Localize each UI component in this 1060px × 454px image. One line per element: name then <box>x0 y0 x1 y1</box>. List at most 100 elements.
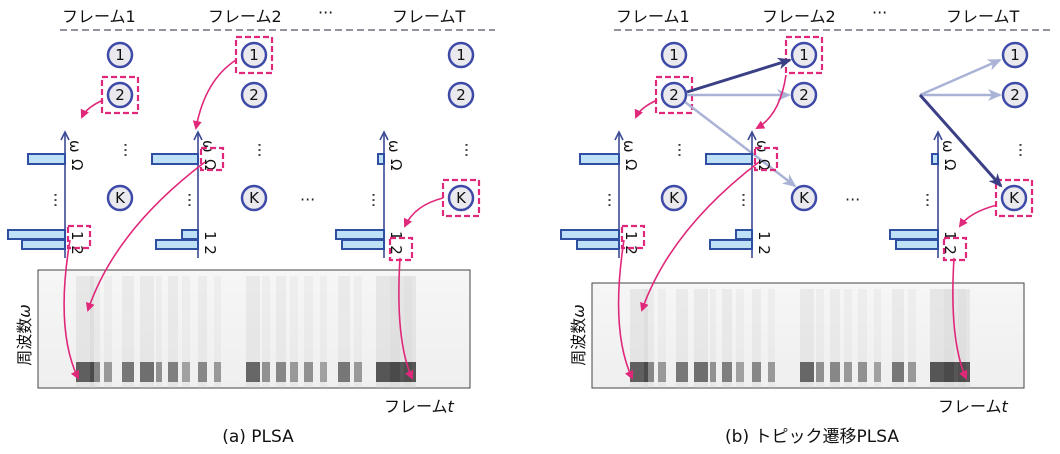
spectrogram-stripe <box>944 289 954 388</box>
node-2-frame1-label: 2 <box>669 86 679 104</box>
hist-bar-2 <box>709 239 753 250</box>
pink-arrow <box>403 197 444 228</box>
hist-bar-1 <box>7 229 66 240</box>
spectrogram-stripe <box>290 276 298 388</box>
omega-axis-label: ω <box>620 140 638 153</box>
spectrogram-stripe <box>830 289 840 388</box>
node-1-frame2-label: 1 <box>249 46 259 64</box>
spectrogram-stripe <box>90 276 100 388</box>
node-2-frameT-label: 2 <box>1010 86 1020 104</box>
spectrogram-stripe <box>140 276 154 388</box>
pink-arrow <box>640 161 760 312</box>
hist-bar-1 <box>335 229 385 240</box>
tick-cap-omega: Ω <box>387 159 405 170</box>
spectrogram-stripe <box>644 289 654 388</box>
spectrogram-energy <box>354 362 362 382</box>
spectrogram-energy <box>644 362 654 382</box>
hist-axis-arrow <box>193 130 203 141</box>
spectrogram-stripe <box>262 276 270 388</box>
node-1-frame2 <box>240 41 268 69</box>
hist-bar-1 <box>560 229 620 240</box>
hist-bar-omega <box>27 153 66 165</box>
hist-axis-arrow <box>379 130 389 141</box>
node-1-frameT <box>1001 41 1029 69</box>
tick-12: 1 2 <box>622 231 640 255</box>
nodes-vdots: ··· <box>457 142 476 157</box>
highlight-box <box>199 146 225 172</box>
spectrogram-xlabel: フレームt <box>938 397 1009 416</box>
nodes-vdots: ··· <box>250 142 269 157</box>
spectrogram-energy <box>304 362 313 382</box>
node-1-frame1 <box>106 41 134 69</box>
frameT-label: フレームT <box>946 7 1020 26</box>
transition-arrow-strong <box>918 94 1003 188</box>
caption-a: (a) PLSA <box>222 427 294 447</box>
frame1-label: フレーム1 <box>616 7 690 26</box>
spectrogram-energy <box>122 362 134 382</box>
frame1-label: フレーム1 <box>62 7 136 26</box>
spectrogram-stripe <box>320 276 327 388</box>
hist-bar-2 <box>341 239 385 250</box>
node-K-frame2-label: K <box>249 189 260 207</box>
node-1-frameT-label: 1 <box>1010 46 1020 64</box>
hist-bar-1 <box>181 229 199 240</box>
node-K-frameT <box>447 184 475 212</box>
histogram-frame1: ω Ω 1 2 ··· <box>7 130 92 258</box>
spectrogram-energy <box>262 362 270 382</box>
node-K-frame1-label: K <box>115 189 126 207</box>
spectrogram-energy <box>694 362 708 382</box>
spectrogram-stripe <box>752 289 761 388</box>
columns-hdots: ··· <box>300 190 315 209</box>
hist-bar-2 <box>21 239 66 250</box>
spectrogram-energy <box>658 362 666 382</box>
frame2-label: フレーム2 <box>762 7 836 26</box>
pink-arrow <box>952 257 968 380</box>
tick-cap-omega: Ω <box>941 159 959 170</box>
node-2-frame2-label: 2 <box>799 86 809 104</box>
node-1-frameT-label: 1 <box>456 46 466 64</box>
hist-bar-omega <box>931 153 939 165</box>
hist-vdots: ··· <box>918 192 937 207</box>
spectrogram-energy <box>892 362 904 382</box>
spectrogram-energy <box>338 362 350 382</box>
hist-bar-2 <box>895 239 939 250</box>
highlight-box <box>753 146 779 172</box>
spectrogram-energy <box>844 362 852 382</box>
spectrogram-energy <box>752 362 761 382</box>
spectrogram-energy <box>104 362 112 382</box>
node-K-frame1 <box>660 184 688 212</box>
spectrogram-stripe <box>338 276 350 388</box>
hist-vdots: ··· <box>46 192 65 207</box>
spectrogram-energy <box>800 362 814 382</box>
spectrogram-stripe <box>710 289 716 388</box>
spectrogram-energy <box>320 362 327 382</box>
transition-arrow-light <box>919 58 1002 97</box>
hist-bar-2 <box>576 239 620 250</box>
omega-axis-label: ω <box>199 140 217 153</box>
highlight-box <box>234 35 274 75</box>
node-1-frame1-label: 1 <box>115 46 125 64</box>
spectrogram-stripe <box>276 276 286 388</box>
spectrogram-energy <box>140 362 154 382</box>
hist-bar-1 <box>735 229 753 240</box>
hist-bar-omega <box>377 153 385 165</box>
node-2-frame2 <box>240 81 268 109</box>
highlight-box <box>784 35 824 75</box>
spectrogram-stripe <box>816 289 824 388</box>
spectrogram-stripe <box>122 276 134 388</box>
hist-vdots: ··· <box>364 192 383 207</box>
spectrogram-stripe <box>168 276 178 388</box>
histogram-frame2: ω Ω 1 2 ··· <box>151 130 225 258</box>
spectrogram-energy <box>214 362 221 382</box>
tick-12: 1 2 <box>201 231 219 255</box>
nodes-vdots: ··· <box>116 142 135 157</box>
omega-axis-label: ω <box>939 140 957 153</box>
node-2-frame2 <box>790 81 818 109</box>
hist-bar-omega <box>151 153 199 165</box>
spectrogram-energy <box>722 362 732 382</box>
spectrogram-stripe <box>390 276 400 388</box>
spectrogram-b: 周波数ω フレームt <box>569 282 1025 416</box>
hist-bar-omega <box>579 153 620 165</box>
spectrogram-stripe <box>304 276 313 388</box>
panel-b: フレーム1 フレーム2 ··· フレームT 1 2 K 1 2 K 1 2 K … <box>560 3 1050 447</box>
